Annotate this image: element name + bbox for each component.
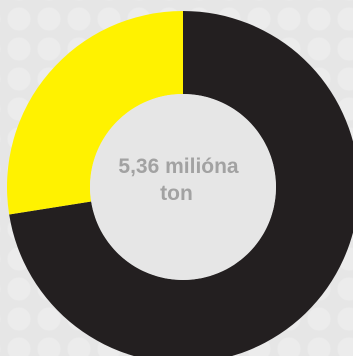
donut-slice-1 [9, 11, 353, 356]
donut-hole [90, 94, 276, 280]
donut-slice-2 [6, 11, 183, 215]
